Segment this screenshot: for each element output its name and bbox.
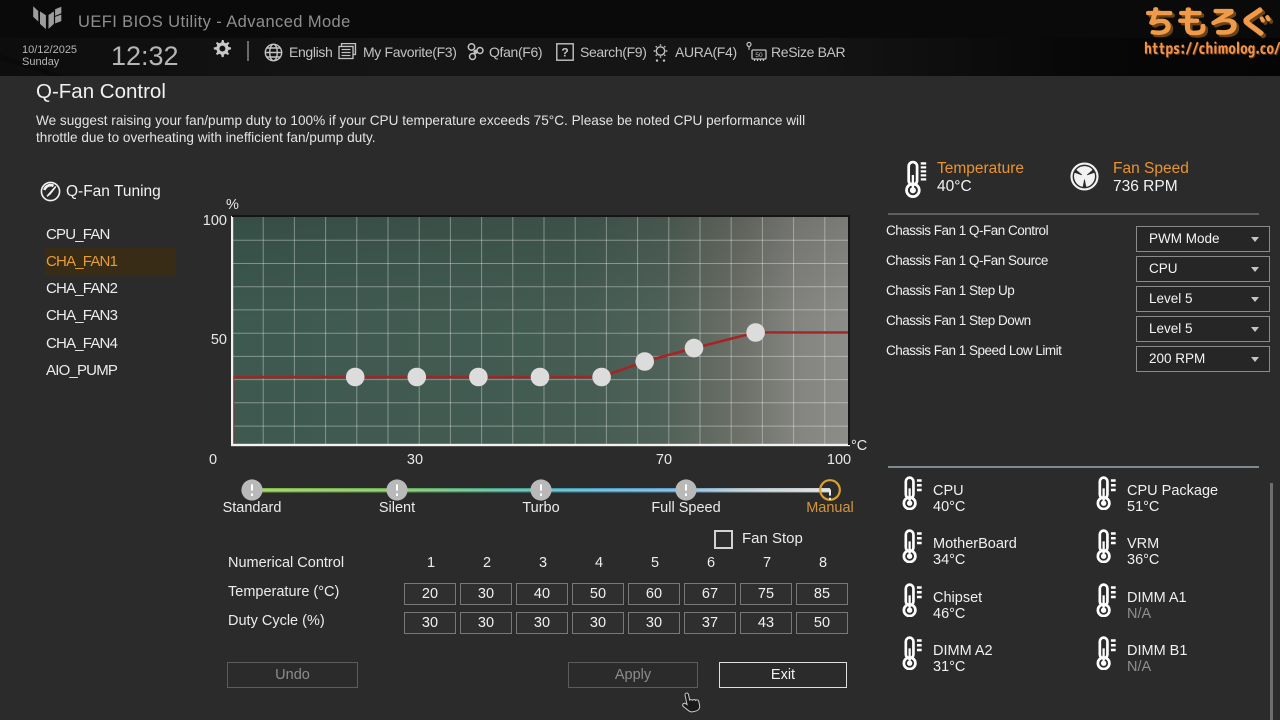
svg-text:?: ? bbox=[561, 46, 568, 60]
svg-text:100: 100 bbox=[203, 213, 227, 229]
svg-text:30: 30 bbox=[407, 452, 423, 468]
svg-text:°C: °C bbox=[851, 438, 867, 454]
svg-text:%: % bbox=[226, 197, 239, 213]
svg-text:0: 0 bbox=[209, 452, 217, 468]
svg-text:70: 70 bbox=[656, 452, 672, 468]
svg-text:50: 50 bbox=[755, 52, 763, 59]
svg-text:50: 50 bbox=[211, 332, 227, 348]
svg-text:100: 100 bbox=[827, 452, 851, 468]
